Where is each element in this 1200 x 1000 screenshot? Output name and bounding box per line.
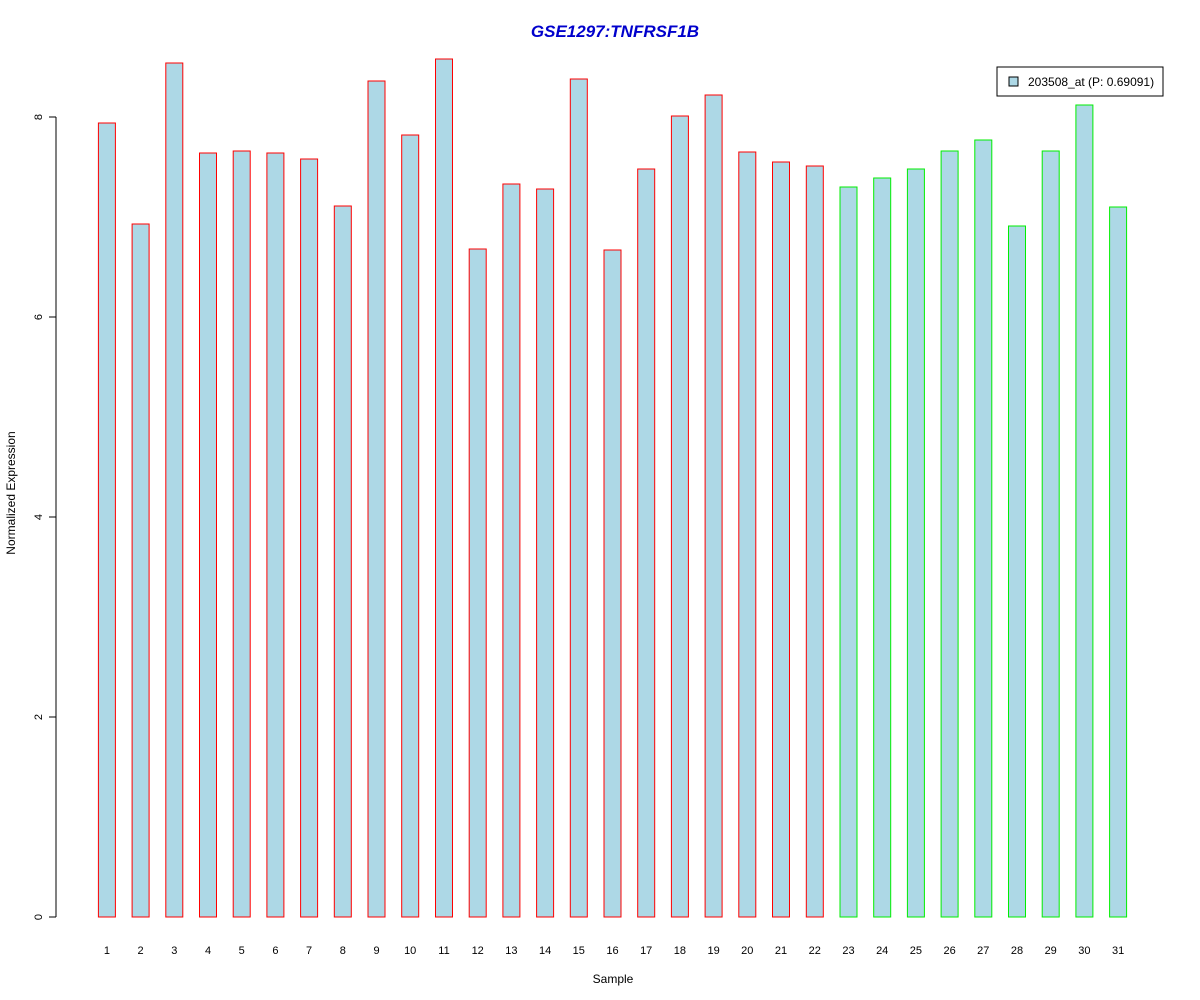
y-tick-label: 2 (33, 714, 45, 720)
bar-sample-14 (536, 188, 555, 918)
bar-sample-31 (1109, 206, 1128, 918)
x-tick-label: 11 (438, 945, 449, 957)
bar-sample-3 (165, 62, 184, 918)
y-axis-title: Normalized Expression (4, 431, 18, 554)
y-axis: 0 2 4 6 8 (33, 114, 57, 920)
bar-sample-29 (1041, 150, 1060, 918)
x-tick-label: 18 (674, 945, 686, 957)
x-tick-label: 3 (171, 945, 177, 957)
bar-sample-8 (333, 205, 352, 918)
bar-sample-16 (603, 249, 622, 918)
bar-sample-11 (435, 58, 453, 918)
x-tick-label: 20 (741, 945, 753, 957)
x-tick-label: 5 (239, 945, 245, 957)
x-tick-label: 2 (138, 945, 144, 957)
bar-sample-21 (772, 161, 790, 918)
x-tick-label: 15 (573, 945, 585, 957)
x-tick-label: 4 (205, 945, 211, 957)
bar-sample-6 (266, 152, 285, 918)
bar-sample-25 (906, 168, 925, 918)
bar-sample-17 (637, 168, 656, 918)
y-tick-label: 8 (33, 114, 45, 120)
x-tick-label: 8 (340, 945, 346, 957)
x-tick-label: 19 (707, 945, 719, 957)
bar-sample-28 (1008, 225, 1026, 918)
bar-sample-24 (873, 177, 892, 918)
bar-sample-12 (468, 248, 487, 918)
x-tick-labels: 1 2 3 4 5 6 7 8 9 10 11 12 13 14 15 16 17 18 19 20 21 22 23 24 2… (104, 945, 1124, 957)
x-tick-label: 14 (539, 945, 551, 957)
x-tick-label: 21 (775, 945, 787, 957)
bar-sample-30 (1075, 104, 1094, 918)
x-tick-label: 23 (842, 945, 854, 957)
x-tick-label: 24 (876, 945, 888, 957)
bar-sample-26 (940, 150, 959, 918)
y-tick-label: 0 (33, 914, 45, 920)
bar-sample-13 (502, 183, 521, 918)
bar-sample-5 (232, 150, 251, 918)
bar-sample-9 (367, 80, 386, 918)
x-tick-label: 30 (1078, 945, 1090, 957)
x-tick-label: 25 (910, 945, 922, 957)
x-tick-label: 26 (943, 945, 955, 957)
bar-sample-15 (569, 78, 588, 918)
x-tick-label: 13 (505, 945, 517, 957)
bar-sample-2 (131, 223, 150, 918)
bar-sample-23 (839, 186, 858, 918)
x-tick-label: 28 (1011, 945, 1023, 957)
x-tick-label: 7 (306, 945, 312, 957)
x-tick-label: 17 (640, 945, 652, 957)
bar-sample-22 (805, 165, 824, 918)
legend-swatch (1008, 76, 1019, 87)
y-tick-label: 4 (33, 514, 45, 520)
x-tick-label: 12 (472, 945, 484, 957)
bar-sample-19 (704, 94, 723, 918)
bar-sample-18 (670, 115, 689, 918)
y-tick-label: 6 (33, 314, 45, 320)
bar-sample-4 (199, 152, 217, 918)
chart-title: GSE1297:TNFRSF1B (531, 22, 699, 41)
legend-label: 203508_at (P: 0.69091) (1028, 75, 1154, 89)
legend-box (996, 66, 1164, 97)
x-tick-label: 6 (272, 945, 278, 957)
x-tick-label: 10 (404, 945, 416, 957)
x-tick-label: 29 (1045, 945, 1057, 957)
bar-sample-20 (738, 151, 757, 918)
bars-group (97, 58, 1128, 918)
bar-sample-27 (974, 139, 993, 918)
legend: 203508_at (P: 0.69091) (996, 66, 1164, 97)
bar-sample-1 (97, 122, 116, 918)
x-tick-label: 22 (809, 945, 821, 957)
x-tick-label: 1 (104, 945, 110, 957)
bar-sample-10 (401, 134, 420, 918)
x-tick-label: 31 (1112, 945, 1124, 957)
x-tick-label: 9 (373, 945, 379, 957)
x-axis-title: Sample (593, 972, 634, 986)
x-tick-label: 27 (977, 945, 989, 957)
x-tick-label: 16 (606, 945, 618, 957)
bar-sample-7 (300, 158, 319, 918)
